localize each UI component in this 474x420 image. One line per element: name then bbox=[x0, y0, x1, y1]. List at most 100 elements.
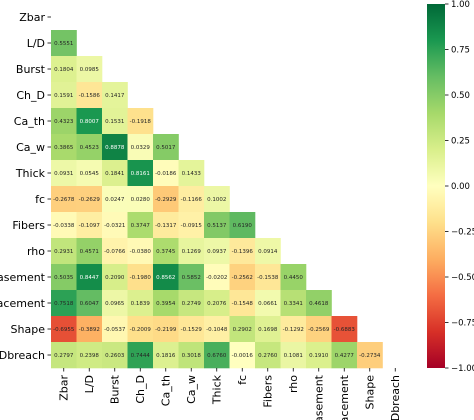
cell-12-4 bbox=[153, 316, 179, 343]
cell-value-13-9: 0.1081 bbox=[284, 353, 303, 359]
cell-4-0 bbox=[51, 108, 77, 135]
cell-8-5 bbox=[178, 212, 205, 239]
cell-11-0 bbox=[51, 290, 77, 317]
cell-7-0 bbox=[51, 186, 77, 213]
cell-11-6 bbox=[204, 290, 230, 317]
cell-value-3-1: -0.1586 bbox=[79, 93, 101, 99]
cell-5-1 bbox=[76, 134, 103, 161]
cell-value-7-2: 0.0247 bbox=[105, 197, 125, 203]
cell-2-0 bbox=[51, 56, 77, 83]
cell-value-8-6: 0.5137 bbox=[207, 223, 227, 229]
cell-value-11-2: 0.0965 bbox=[105, 301, 125, 307]
row-label-1: L/D bbox=[27, 37, 45, 50]
cell-value-9-3: -0.0380 bbox=[130, 249, 152, 255]
cell-1-0 bbox=[51, 30, 77, 57]
cell-value-13-3: 0.7444 bbox=[131, 353, 151, 359]
row-label-11: Placement bbox=[0, 297, 46, 310]
colorbar-ticks: 1.00 0.75 0.50 0.25 0.00 −0.25 −0.50 −0.75 −1.00 bbox=[445, 0, 474, 374]
cell-value-11-6: 0.2076 bbox=[207, 301, 227, 307]
cell-10-6 bbox=[204, 264, 230, 291]
cell-10-1 bbox=[76, 264, 103, 291]
cell-9-2 bbox=[102, 238, 128, 265]
cell-value-1-0: 0.5551 bbox=[54, 41, 73, 47]
cell-value-10-5: 0.5852 bbox=[182, 275, 201, 281]
cell-value-10-2: 0.2090 bbox=[105, 275, 125, 281]
cell-11-2 bbox=[102, 290, 128, 317]
cell-value-12-4: -0.2199 bbox=[155, 327, 177, 333]
cell-value-13-11: 0.4277 bbox=[335, 353, 355, 359]
cell-value-4-1: 0.8007 bbox=[80, 119, 100, 125]
cell-12-10 bbox=[306, 316, 332, 343]
row-label-12: Shape bbox=[11, 323, 46, 336]
cell-value-11-0: 0.7518 bbox=[54, 301, 74, 307]
cell-10-7 bbox=[229, 264, 256, 291]
colorbar-tick-label-7: −0.75 bbox=[451, 319, 474, 329]
cell-12-9 bbox=[280, 316, 307, 343]
cell-9-0 bbox=[51, 238, 77, 265]
cell-value-9-1: 0.4571 bbox=[80, 249, 99, 255]
cell-value-2-0: 0.1804 bbox=[54, 67, 74, 73]
cell-13-6 bbox=[204, 342, 230, 369]
col-label-9: rho bbox=[287, 375, 300, 393]
col-label-10: Casement bbox=[312, 374, 325, 420]
colorbar-tick-label-2: 0.50 bbox=[451, 91, 470, 101]
cell-9-5 bbox=[178, 238, 205, 265]
cell-11-3 bbox=[127, 290, 154, 317]
cell-value-10-8: -0.1538 bbox=[257, 275, 279, 281]
col-label-6: Thick bbox=[210, 374, 223, 405]
cell-value-8-0: -0.0338 bbox=[53, 223, 75, 229]
cell-value-13-8: 0.2760 bbox=[258, 353, 278, 359]
cell-7-4 bbox=[153, 186, 179, 213]
cell-value-9-5: 0.1269 bbox=[182, 249, 202, 255]
cell-12-8 bbox=[255, 316, 281, 343]
cell-value-12-0: -0.6955 bbox=[53, 327, 75, 333]
row-label-13: Dbreach bbox=[0, 349, 45, 362]
cell-8-6 bbox=[204, 212, 230, 239]
cell-value-10-0: 0.5035 bbox=[54, 275, 74, 281]
cell-value-5-1: 0.4523 bbox=[80, 145, 100, 151]
cell-value-5-3: 0.0329 bbox=[131, 145, 151, 151]
cell-8-4 bbox=[153, 212, 179, 239]
cell-value-6-2: 0.1841 bbox=[105, 171, 124, 177]
cell-value-5-4: 0.5017 bbox=[156, 145, 176, 151]
cell-value-10-4: 0.8562 bbox=[156, 275, 175, 281]
cell-10-9 bbox=[280, 264, 307, 291]
colorbar-tick-label-0: 1.00 bbox=[451, 0, 470, 10]
cell-4-2 bbox=[102, 108, 128, 135]
cell-5-4 bbox=[153, 134, 179, 161]
row-label-10: Casement bbox=[0, 271, 46, 284]
row-label-5: Ca_w bbox=[16, 141, 45, 154]
cell-7-5 bbox=[178, 186, 205, 213]
cell-value-12-1: -0.3892 bbox=[79, 327, 100, 333]
cell-value-3-2: 0.1417 bbox=[105, 93, 125, 99]
cell-value-6-3: 0.8161 bbox=[131, 171, 150, 177]
cell-value-6-4: -0.0186 bbox=[155, 171, 177, 177]
cell-value-13-2: 0.2603 bbox=[105, 353, 125, 359]
cell-7-1 bbox=[76, 186, 103, 213]
cell-11-1 bbox=[76, 290, 103, 317]
cell-8-1 bbox=[76, 212, 103, 239]
cell-value-13-7: -0.0016 bbox=[232, 353, 254, 359]
cell-8-3 bbox=[127, 212, 154, 239]
cell-value-5-0: 0.3865 bbox=[54, 145, 74, 151]
cell-value-11-8: 0.0661 bbox=[258, 301, 277, 307]
col-label-2: Burst bbox=[108, 374, 121, 404]
cell-13-4 bbox=[153, 342, 179, 369]
cell-11-4 bbox=[153, 290, 179, 317]
cell-value-4-3: -0.1918 bbox=[130, 119, 152, 125]
cell-13-3 bbox=[127, 342, 154, 369]
cell-value-7-5: -0.1166 bbox=[181, 197, 203, 203]
colorbar-tick-label-5: −0.25 bbox=[451, 228, 474, 238]
cell-value-10-3: -0.1980 bbox=[130, 275, 152, 281]
cell-9-8 bbox=[255, 238, 281, 265]
cell-6-2 bbox=[102, 160, 128, 187]
cell-12-1 bbox=[76, 316, 103, 343]
cell-13-2 bbox=[102, 342, 128, 369]
cell-value-5-2: 0.8878 bbox=[105, 145, 125, 151]
cell-6-4 bbox=[153, 160, 179, 187]
cell-12-7 bbox=[229, 316, 256, 343]
colorbar-gradient bbox=[427, 4, 445, 368]
cell-value-4-2: 0.1531 bbox=[105, 119, 124, 125]
row-labels: Zbar L/D Burst Ch_D Ca_th Ca_w Thick fc Fibers rh… bbox=[0, 11, 51, 362]
